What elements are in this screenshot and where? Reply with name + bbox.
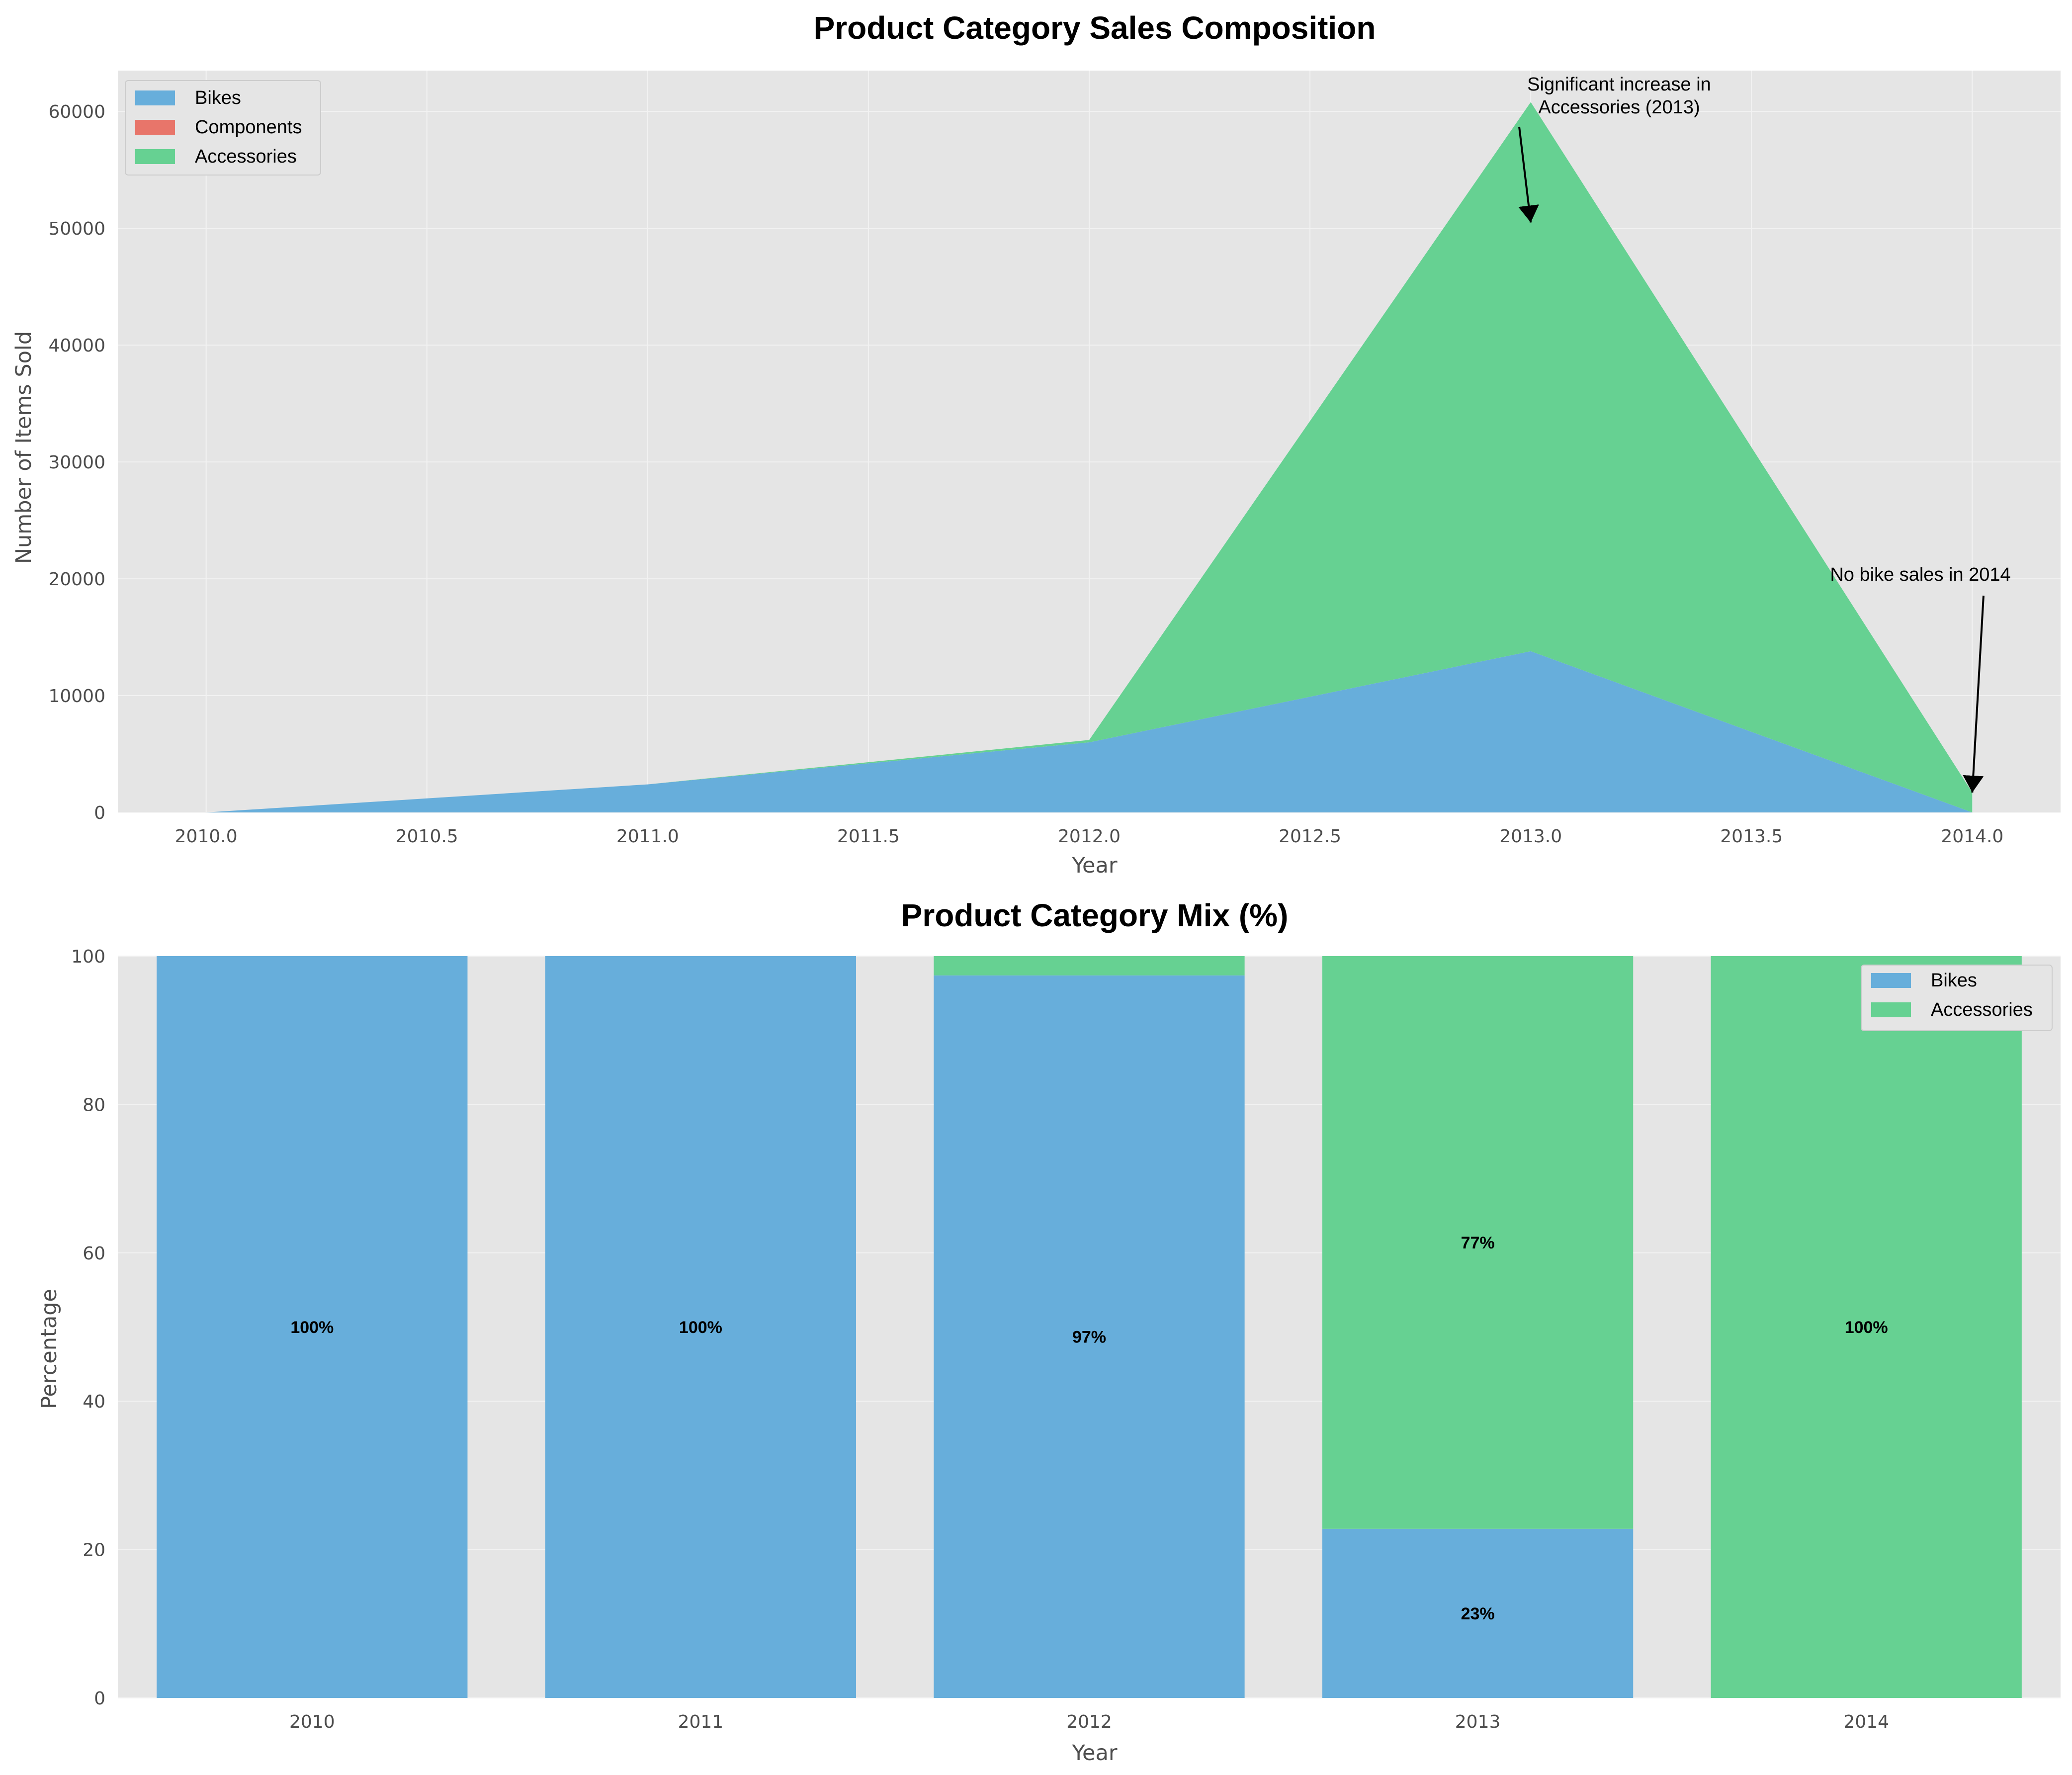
annotation-text: Accessories (2013) <box>1538 97 1700 118</box>
y-tick-label: 40 <box>83 1392 105 1412</box>
y-tick-label: 50000 <box>48 219 105 239</box>
x-tick-label: 2013.5 <box>1720 826 1783 847</box>
x-tick-labels: 2010.0 2010.5 2011.0 2011.5 2012.0 2012.5 2013… <box>175 826 2004 847</box>
y-tick-labels: 0 10000 20000 30000 40000 50000 60000 <box>48 102 105 823</box>
area-series <box>206 102 1973 812</box>
x-tick-label: 2010 <box>289 1712 335 1732</box>
legend: Bikes Components Accessories <box>125 80 321 176</box>
y-axis-label: Percentage <box>37 1289 62 1409</box>
annotation-text: No bike sales in 2014 <box>1830 564 2010 585</box>
annotation-arrow <box>1518 126 1539 223</box>
x-tick-label: 2013.0 <box>1499 826 1562 847</box>
area-bikes <box>206 651 1973 812</box>
x-axis-label: Year <box>1071 853 1117 878</box>
y-tick-label: 0 <box>94 803 105 823</box>
bar-accessories-2012 <box>934 956 1245 976</box>
x-tick-label: 2010.5 <box>396 826 458 847</box>
bar-bikes-2012 <box>934 975 1245 1698</box>
x-tick-label: 2011.0 <box>616 826 679 847</box>
y-tick-label: 80 <box>83 1095 105 1115</box>
data-label: 100% <box>290 1318 334 1337</box>
y-tick-label: 0 <box>94 1688 105 1709</box>
x-tick-label: 2012 <box>1066 1712 1112 1732</box>
y-tick-label: 100 <box>71 947 105 967</box>
x-tick-label: 2014.0 <box>1941 826 2003 847</box>
y-tick-label: 10000 <box>48 686 105 707</box>
legend-swatch-accessories <box>135 149 175 164</box>
legend-swatch-bikes <box>1871 973 1911 988</box>
data-label: 100% <box>1845 1318 1888 1337</box>
data-labels: 100% 100% 97% 23% 77% 100% <box>290 1234 1888 1623</box>
bar-accessories-2014 <box>1711 956 2022 1698</box>
data-label: 100% <box>679 1318 722 1337</box>
legend-label-accessories: Accessories <box>195 146 297 167</box>
area-accessories <box>206 102 1973 812</box>
x-tick-label: 2012.0 <box>1058 826 1121 847</box>
chart-title: Product Category Sales Composition <box>814 10 1376 46</box>
data-label: 97% <box>1072 1328 1106 1346</box>
bar-bikes-2013 <box>1322 1528 1634 1698</box>
legend-label-bikes: Bikes <box>1931 970 1977 991</box>
y-tick-label: 20000 <box>48 569 105 590</box>
bar-accessories-2013 <box>1322 956 1634 1529</box>
y-axis-label: Number of Items Sold <box>11 331 36 564</box>
annotation-text: Significant increase in <box>1527 74 1711 95</box>
legend-label-components: Components <box>195 117 302 138</box>
y-tick-label: 40000 <box>48 336 105 356</box>
y-tick-label: 20 <box>83 1540 105 1561</box>
bar-bikes-2010 <box>157 956 468 1698</box>
legend-swatch-components <box>135 120 175 135</box>
x-tick-labels: 2010 2011 2012 2013 2014 <box>289 1712 1889 1732</box>
chart-title: Product Category Mix (%) <box>901 897 1289 933</box>
area-chart-sales-composition: Product Category Sales Composition 2010.… <box>11 10 2061 878</box>
legend-swatch-bikes <box>135 90 175 105</box>
data-label: 77% <box>1461 1234 1495 1252</box>
x-axis-label: Year <box>1071 1741 1117 1766</box>
bar-bikes-2011 <box>545 956 857 1698</box>
y-tick-label: 30000 <box>48 452 105 473</box>
legend-label-bikes: Bikes <box>195 88 241 108</box>
x-tick-label: 2012.5 <box>1279 826 1341 847</box>
y-tick-label: 60 <box>83 1243 105 1264</box>
y-tick-labels: 0 20 40 60 80 100 <box>71 947 105 1709</box>
x-tick-label: 2014 <box>1843 1712 1889 1732</box>
x-tick-label: 2011 <box>678 1712 724 1732</box>
bar-chart-category-mix: Product Category Mix (%) 100% 100% 97% 23% 7… <box>37 897 2061 1766</box>
legend-label-accessories: Accessories <box>1931 999 2033 1020</box>
legend: Bikes Accessories <box>1861 965 2053 1031</box>
x-tick-label: 2010.0 <box>175 826 238 847</box>
x-tick-label: 2013 <box>1455 1712 1501 1732</box>
legend-swatch-accessories <box>1871 1002 1911 1017</box>
x-tick-label: 2011.5 <box>837 826 900 847</box>
data-label: 23% <box>1461 1604 1495 1623</box>
bar-series <box>157 956 2022 1698</box>
y-tick-label: 60000 <box>48 102 105 122</box>
annotation-arrow <box>1963 595 1985 793</box>
